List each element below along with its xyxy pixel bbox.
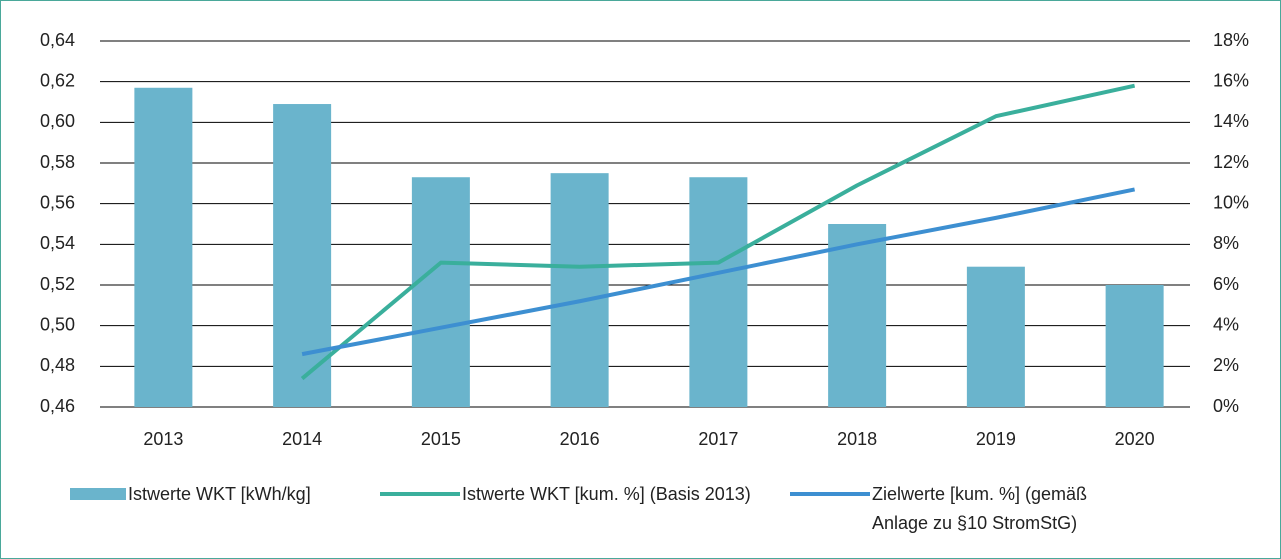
legend-swatch [380, 492, 460, 496]
x-tick-label: 2017 [698, 429, 738, 449]
y-tick-label: 0,60 [40, 111, 75, 131]
bar [134, 87, 193, 408]
x-tick-label: 2013 [143, 429, 183, 449]
y2-tick-label: 14% [1213, 111, 1249, 131]
x-tick-label: 2016 [560, 429, 600, 449]
legend-swatch [790, 492, 870, 496]
y-tick-label: 0,48 [40, 355, 75, 375]
bar [689, 177, 748, 407]
legend-swatch [70, 488, 126, 500]
x-tick-label: 2018 [837, 429, 877, 449]
legend-label: Zielwerte [kum. %] (gemäß Anlage zu §10 … [872, 484, 1088, 533]
bar [1105, 285, 1164, 407]
y2-tick-label: 12% [1213, 152, 1249, 172]
y2-tick-label: 0% [1213, 396, 1239, 416]
y2-tick-label: 2% [1213, 355, 1239, 375]
y-tick-label: 0,56 [40, 192, 75, 212]
y2-tick-label: 4% [1213, 314, 1239, 334]
y2-tick-label: 10% [1213, 192, 1249, 212]
y-tick-label: 0,62 [40, 70, 75, 90]
x-tick-label: 2020 [1115, 429, 1155, 449]
y-tick-label: 0,64 [40, 30, 75, 50]
y-tick-label: 0,50 [40, 314, 75, 334]
y2-tick-label: 16% [1213, 70, 1249, 90]
legend-label: Istwerte WKT [kum. %] (Basis 2013) [462, 484, 751, 504]
y-tick-label: 0,52 [40, 274, 75, 294]
line [300, 83, 1136, 381]
y-tick-label: 0,46 [40, 396, 75, 416]
x-tick-label: 2014 [282, 429, 322, 449]
bar [966, 266, 1025, 407]
bar [273, 104, 332, 408]
line [301, 187, 1136, 357]
x-tick-label: 2015 [421, 429, 461, 449]
legend-item: Istwerte WKT [kWh/kg] [70, 480, 311, 509]
y2-tick-label: 8% [1213, 233, 1239, 253]
y-tick-label: 0,58 [40, 152, 75, 172]
y2-tick-label: 6% [1213, 274, 1239, 294]
x-tick-label: 2019 [976, 429, 1016, 449]
y2-tick-label: 18% [1213, 30, 1249, 50]
legend-item: Zielwerte [kum. %] (gemäß Anlage zu §10 … [790, 480, 1140, 538]
bar [828, 224, 887, 407]
bar [411, 177, 470, 407]
legend-label: Istwerte WKT [kWh/kg] [128, 484, 311, 504]
bar [550, 173, 609, 407]
legend-item: Istwerte WKT [kum. %] (Basis 2013) [380, 480, 751, 509]
y-tick-label: 0,54 [40, 233, 75, 253]
